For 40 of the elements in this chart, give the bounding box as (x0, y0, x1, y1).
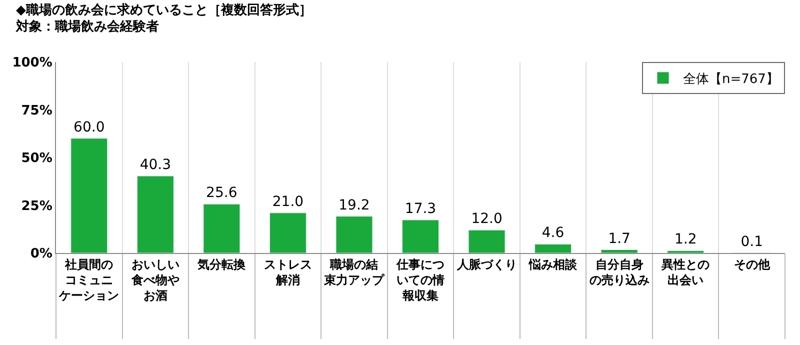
data-label: 17.3 (404, 200, 436, 217)
x-tick-label: 気分転換 (196, 257, 247, 272)
x-tick-label: 社員間のコミュニケーション (58, 257, 120, 303)
y-tick-label: 75% (21, 103, 52, 118)
x-tick-label: 異性との出会い (660, 257, 710, 287)
data-label: 0.1 (740, 234, 763, 250)
data-label: 4.6 (542, 225, 564, 242)
x-tick-label: 仕事についての情報収集 (396, 257, 444, 303)
data-label: 12.0 (471, 211, 502, 228)
bar (468, 230, 506, 253)
bar (269, 212, 306, 253)
y-tick-label: 25% (21, 198, 52, 214)
data-label: 60.0 (74, 119, 105, 136)
bar (70, 138, 108, 253)
bar (402, 220, 439, 253)
data-label: 25.6 (206, 185, 238, 202)
x-tick-label: ストレス解消 (264, 257, 312, 287)
x-tick-label: 悩み相談 (528, 257, 578, 272)
y-tick-label: 100% (12, 56, 52, 71)
bar (336, 216, 373, 253)
bar (136, 176, 174, 253)
chart-subtitle: 対象：職場飲み会経験者 (15, 18, 159, 35)
x-tick-label: 人脈づくり (456, 257, 517, 272)
data-label: 1.2 (674, 232, 697, 248)
x-tick-label: 自分自身の売り込み (589, 257, 650, 287)
bar (534, 244, 572, 253)
y-tick-label: 50% (21, 151, 52, 166)
bar (203, 204, 240, 253)
legend-label: 全体【n=767】 (683, 72, 779, 88)
x-tick-label: その他 (734, 257, 771, 272)
bar (667, 250, 704, 253)
x-tick-label: 職場の結束力アップ (323, 257, 386, 287)
chart-title: ◆職場の飲み会に求めていること［複数回答形式］ (16, 2, 312, 18)
y-tick-label: 0% (30, 246, 52, 262)
bar (600, 250, 638, 253)
data-label: 19.2 (338, 197, 370, 214)
data-label: 21.0 (272, 194, 304, 210)
x-tick-label: おいしい食べ物やお酒 (130, 257, 180, 303)
data-label: 1.7 (608, 230, 630, 247)
data-label: 40.3 (140, 157, 171, 174)
